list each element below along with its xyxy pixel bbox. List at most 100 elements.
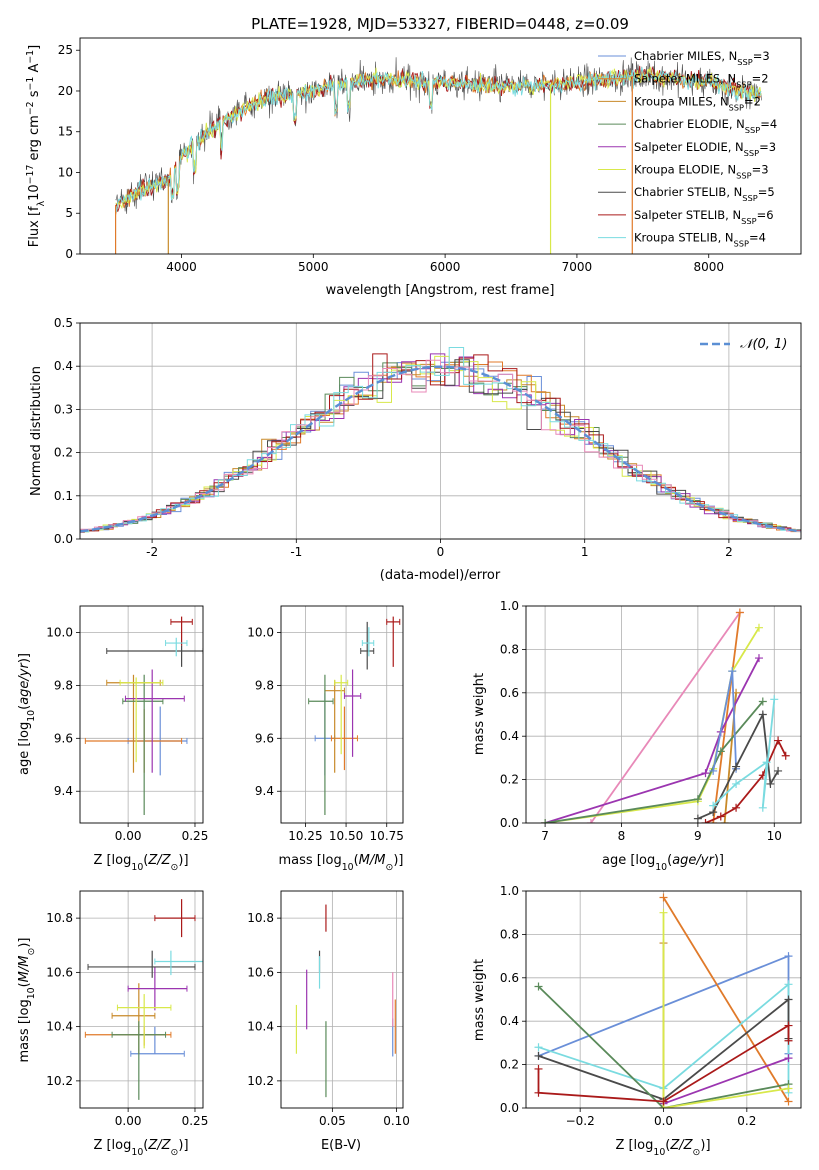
residuals-axes: -2 -1 0 1 2 0.0 0.1 0.2 0.3 0.4 0.5 bbox=[54, 316, 802, 559]
weight-marker-pinkLine bbox=[586, 819, 595, 823]
spectrum-ylabel-part: −2 bbox=[25, 101, 36, 115]
x-tick-label: 10.25 bbox=[288, 829, 322, 843]
weight-line-ChabrierSTELIB bbox=[538, 997, 790, 1101]
weight-marker-SalpeterSTELIB bbox=[732, 803, 741, 812]
age-mass-xlabel-part: M/M bbox=[359, 853, 386, 868]
mass-z-xlabel: Z [log10(Z/Z⊙)] bbox=[93, 1138, 188, 1158]
legend-label-part: SSP bbox=[741, 216, 756, 226]
weight_vs_age-frame bbox=[525, 605, 802, 824]
weight-marker-ChabrierELODIE bbox=[716, 747, 725, 756]
legend-label: Salpeter STELIB, NSSP=6 bbox=[634, 208, 774, 226]
x-tick-label: 5000 bbox=[298, 260, 329, 274]
y-tick-label: 10.8 bbox=[247, 911, 274, 925]
weight-marker-KroupaSTELIB bbox=[758, 803, 767, 812]
legend-label-part: Kroupa ELODIE, N bbox=[634, 163, 736, 177]
weight_vs_age-plot-area bbox=[541, 608, 790, 823]
legend-label-part: Salpeter STELIB, N bbox=[634, 208, 741, 222]
legend-label-part: =6 bbox=[757, 208, 774, 222]
y-tick-label: 10.4 bbox=[247, 1020, 274, 1034]
spectrum-frame bbox=[79, 37, 802, 255]
weight-marker-ChabrierMILES bbox=[728, 667, 737, 676]
weight-marker-ChabrierELODIE bbox=[541, 819, 550, 823]
spectrum-ylabel-part: ] bbox=[27, 45, 42, 50]
legend-label-part: SSP bbox=[737, 57, 752, 67]
weight-marker-KroupaMILES bbox=[720, 819, 729, 823]
weight-marker-ChabrierSTELIB bbox=[774, 766, 783, 775]
weight-age-xlabel-part: 10 bbox=[655, 862, 667, 873]
y-tick-label: 0.8 bbox=[500, 642, 519, 656]
mass_vs_Z-axes: 0.00 0.25 10.2 10.4 10.6 10.8 bbox=[46, 890, 208, 1128]
weight-age-ylabel: mass weight bbox=[472, 673, 487, 755]
mass-z-xlabel-part: Z/Z bbox=[147, 1138, 171, 1153]
y-tick-label: 0.6 bbox=[500, 686, 519, 700]
weight-marker-ChabrierSTELIB bbox=[784, 995, 793, 1004]
weight-marker-KroupaSTELIB bbox=[534, 1043, 543, 1052]
y-tick-label: 10.2 bbox=[46, 1074, 73, 1088]
figure-title: PLATE=1928, MJD=53327, FIBERID=0448, z=0… bbox=[251, 15, 629, 33]
spectrum-ylabel-part: −17 bbox=[25, 165, 36, 185]
legend-label-part: Kroupa MILES, N bbox=[634, 94, 729, 108]
x-tick-label: 0.00 bbox=[115, 829, 142, 843]
y-tick-label: 0.2 bbox=[54, 446, 73, 460]
spectrum-ylabel-part: A bbox=[27, 64, 42, 77]
weight-marker-KroupaSTELIB bbox=[732, 779, 741, 788]
legend-label-part: =3 bbox=[759, 140, 776, 154]
weight-marker-SalpeterSTELIB bbox=[784, 1036, 793, 1045]
y-tick-label: 0.4 bbox=[500, 729, 519, 743]
spectrum-line-SalpeterSTELIB bbox=[115, 65, 762, 212]
spectrum-ylabel-part: s bbox=[27, 90, 42, 101]
weight-marker-SalpeterELODIE bbox=[784, 1054, 793, 1063]
legend-label-part: =5 bbox=[758, 185, 775, 199]
weight-z-xlabel: Z [log10(Z/Z⊙)] bbox=[615, 1138, 710, 1158]
age-z-ylabel-part: ( bbox=[17, 705, 32, 710]
legend-label-part: SSP bbox=[736, 171, 751, 181]
legend-label-part: =2 bbox=[744, 94, 761, 108]
y-tick-label: 0.2 bbox=[500, 1058, 519, 1072]
y-tick-label: 9.8 bbox=[54, 678, 73, 692]
legend-label: 𝒩(0, 1) bbox=[740, 337, 787, 352]
legend-label-part: =3 bbox=[753, 49, 770, 63]
mass-z-ylabel: mass [log10(M/M⊙)] bbox=[17, 938, 37, 1063]
x-tick-label: 2 bbox=[725, 545, 733, 559]
y-tick-label: 9.4 bbox=[255, 784, 274, 798]
legend-label: Salpeter ELODIE, NSSP=3 bbox=[634, 140, 776, 158]
age-mass-xlabel-part: ⊙ bbox=[385, 862, 393, 873]
residuals-plot-area bbox=[80, 347, 801, 534]
weight-marker-ChabrierSTELIB bbox=[732, 762, 741, 771]
spectrum-ylabel-part: erg cm bbox=[27, 115, 42, 164]
y-tick-label: 0.6 bbox=[500, 971, 519, 985]
weight-age-xlabel-part: age [log bbox=[602, 853, 655, 868]
y-tick-label: 10 bbox=[58, 165, 73, 179]
spectrum-ylabel-part: −1 bbox=[25, 50, 36, 64]
y-tick-label: 0.0 bbox=[54, 532, 73, 546]
x-tick-label: 1 bbox=[581, 545, 589, 559]
weight-marker-SalpeterSTELIB bbox=[701, 819, 710, 823]
legend-label: Chabrier STELIB, NSSP=5 bbox=[634, 185, 775, 203]
weight-marker-KroupaELODIE bbox=[659, 908, 668, 917]
x-tick-label: -2 bbox=[146, 545, 158, 559]
weight-marker-KroupaELODIE bbox=[784, 1084, 793, 1093]
x-tick-label: -1 bbox=[290, 545, 302, 559]
y-tick-label: 0.2 bbox=[500, 773, 519, 787]
y-tick-label: 0.8 bbox=[500, 927, 519, 941]
legend-label: Chabrier MILES, NSSP=3 bbox=[634, 49, 770, 67]
age_vs_mass-plot-area bbox=[308, 616, 401, 816]
age-z-xlabel-part: ⊙ bbox=[171, 862, 179, 873]
weight-marker-ChabrierSTELIB bbox=[693, 814, 702, 823]
weight-line-SalpeterMILES bbox=[712, 612, 741, 823]
y-tick-label: 10.6 bbox=[46, 965, 73, 979]
weight-line-ChabrierELODIE bbox=[544, 700, 764, 823]
age-z-xlabel-part: )] bbox=[178, 853, 188, 868]
spectrum-ylabel-part: Flux [f bbox=[27, 206, 42, 247]
mass-z-xlabel-part: ⊙ bbox=[171, 1147, 179, 1158]
age_vs_mass-axes: 10.25 10.50 10.75 9.4 9.6 9.8 10.0 bbox=[247, 605, 404, 843]
legend-label: Kroupa MILES, NSSP=2 bbox=[634, 94, 761, 112]
weight-marker-KroupaSTELIB bbox=[770, 695, 779, 704]
mass-z-ylabel-part: mass [log bbox=[17, 999, 32, 1062]
y-tick-label: 15 bbox=[58, 125, 73, 139]
age-z-xlabel-part: 10 bbox=[131, 862, 143, 873]
age-z-ylabel-part: age [log bbox=[17, 722, 32, 775]
weight_vs_age-axes: 7 8 9 10 0.0 0.2 0.4 0.6 0.8 1.0 bbox=[500, 599, 802, 843]
weight-marker-KroupaSTELIB bbox=[709, 801, 718, 810]
y-tick-label: 10.2 bbox=[247, 1074, 274, 1088]
